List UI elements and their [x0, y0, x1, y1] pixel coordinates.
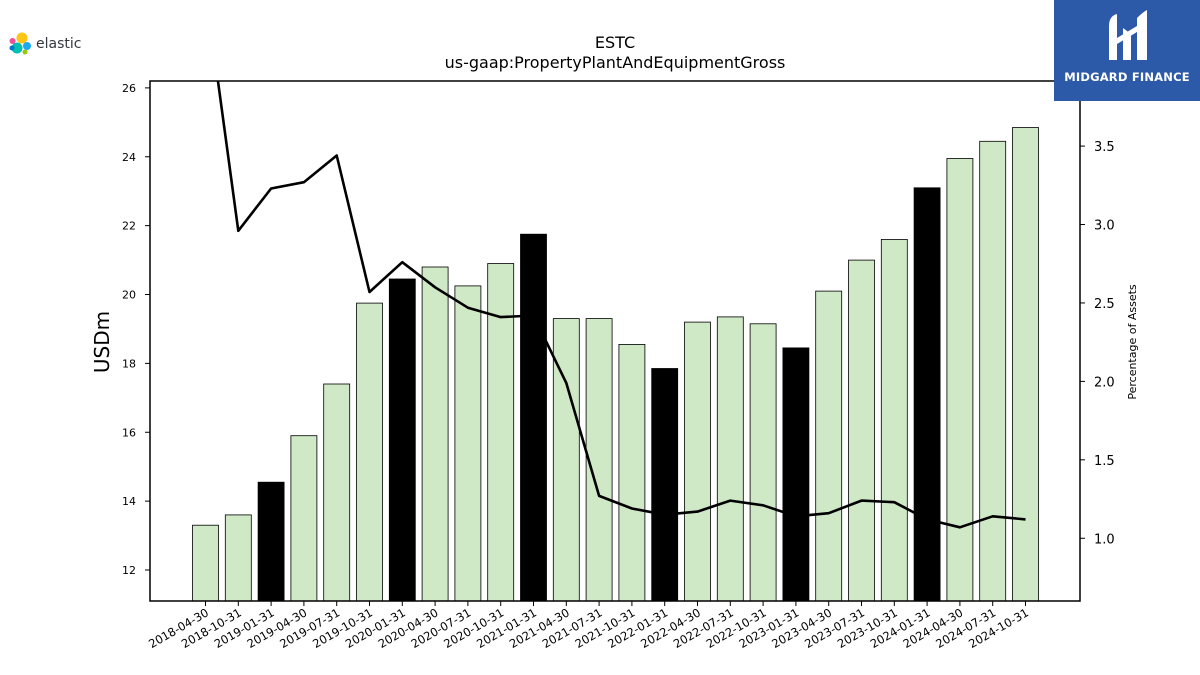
y-tick-label: 18 [122, 357, 136, 370]
bar-2021-10-31 [618, 343, 646, 601]
bar-2019-10-31 [356, 302, 383, 601]
bar-2023-01-31 [782, 347, 810, 601]
y2-tick-label: 2.0 [1094, 375, 1115, 390]
bar-2021-04-30 [552, 318, 580, 601]
bar-2021-07-31 [585, 318, 613, 601]
bar-2023-10-31 [880, 238, 908, 601]
bar-2022-07-31 [716, 316, 744, 601]
percentage-of-assets-line [216, 81, 1026, 529]
y-tick-label: 22 [122, 220, 136, 233]
bar-2022-04-30 [684, 321, 711, 601]
y2-tick-label: 3.0 [1094, 219, 1115, 234]
y-axis-label: USDm [90, 311, 114, 373]
bar-2024-04-30 [946, 158, 974, 601]
y-tick-label: 20 [122, 289, 136, 302]
y-tick-label: 12 [122, 564, 136, 577]
bar-2024-07-31 [979, 140, 1007, 601]
bar-2018-04-30 [192, 524, 219, 601]
bar-2020-10-31 [487, 263, 515, 601]
y-tick-label: 16 [122, 426, 136, 439]
elastic-wordmark: elastic [36, 36, 82, 52]
bar-2022-01-31 [651, 368, 679, 601]
bar-2023-04-30 [815, 290, 843, 601]
y-tick-label: 26 [122, 82, 136, 95]
y2-tick-label: 3.5 [1094, 140, 1115, 155]
y2-tick-label: 1.5 [1094, 454, 1115, 469]
elastic-logo: elastic [8, 32, 81, 56]
elastic-icon [9, 32, 31, 55]
bar-2024-10-31 [1012, 127, 1039, 601]
midgard-wordmark: MIDGARD FINANCE [1064, 70, 1190, 84]
bar-2020-01-31 [388, 278, 416, 601]
plot-frame [149, 80, 1081, 602]
chart-subtitle: us-gaap:PropertyPlantAndEquipmentGross [445, 53, 786, 72]
y2-tick-label: 2.5 [1094, 297, 1115, 312]
chart-title: ESTC [595, 33, 635, 52]
bar-2020-07-31 [454, 285, 482, 601]
bar-2024-01-31 [913, 187, 941, 601]
bar-2019-04-30 [290, 435, 318, 601]
bar-2019-01-31 [257, 481, 285, 601]
bar-2018-10-31 [224, 514, 252, 601]
bar-2019-07-31 [323, 383, 351, 601]
bar-2021-01-31 [520, 233, 547, 601]
y-tick-label: 24 [122, 151, 136, 164]
y2-axis-label: Percentage of Assets [1126, 284, 1139, 400]
bar-2020-04-30 [421, 266, 449, 601]
line-series [216, 81, 1026, 529]
y-tick-label: 14 [122, 495, 136, 508]
midgard-finance-logo: MIDGARD FINANCE [1054, 0, 1200, 101]
bar-2022-10-31 [749, 323, 777, 601]
y2-tick-label: 1.0 [1094, 532, 1115, 547]
midgard-monogram-icon [1109, 10, 1147, 60]
bar-series [192, 127, 1039, 601]
bar-2023-07-31 [848, 259, 875, 601]
